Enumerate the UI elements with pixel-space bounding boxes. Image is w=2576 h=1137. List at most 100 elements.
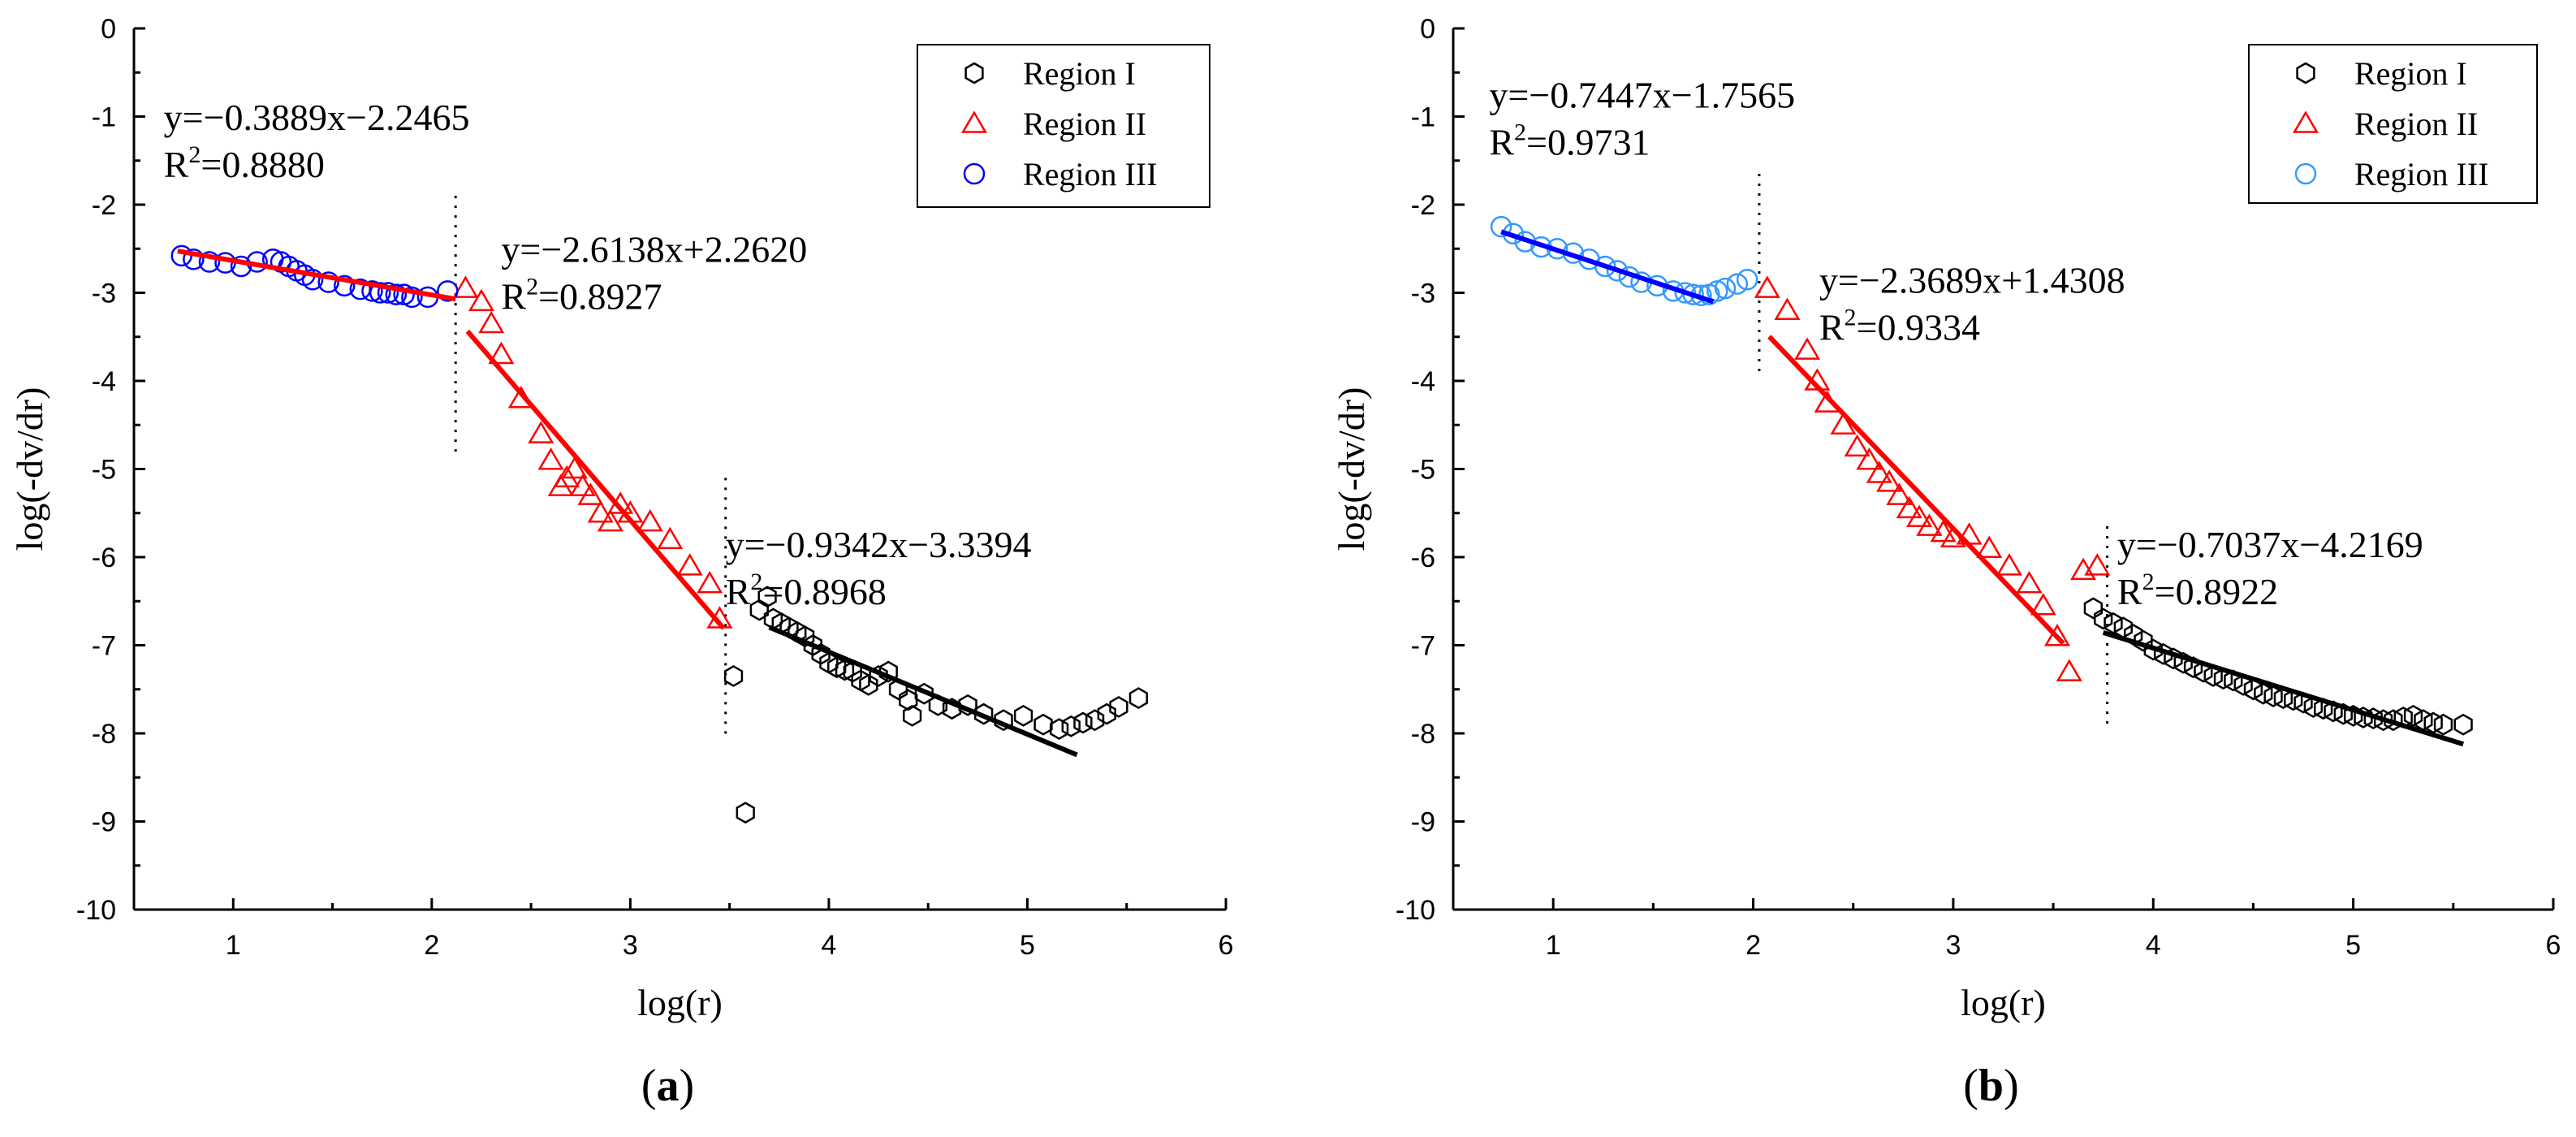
data-point	[2123, 624, 2143, 646]
chart-panel-b: 0 -1 -2 -3 -4 -5 -6 -7 -8 -9 -10 1 2 3 4 5 6 log(r) log(-d…	[1331, 14, 2561, 1111]
series-region-ii	[1754, 275, 2111, 681]
series-region-ii	[452, 275, 733, 629]
data-point	[2056, 659, 2082, 681]
legend: Region I Region II Region III	[917, 44, 1210, 208]
data-point	[1916, 513, 1943, 536]
y-tick-label: -6	[92, 543, 116, 573]
data-point	[2433, 713, 2453, 736]
x-tick-label: 4	[2146, 930, 2161, 961]
data-point	[1490, 215, 1512, 238]
y-tick-label: -8	[92, 719, 116, 750]
fit-line	[177, 249, 456, 302]
legend-marker	[2296, 62, 2315, 84]
x-tick-label: 6	[2546, 930, 2561, 961]
legend-label: Region I	[1023, 55, 1136, 92]
r-squared-value: 0.8927	[559, 276, 662, 318]
data-point	[1085, 709, 1105, 732]
data-point	[401, 286, 423, 309]
fit-equation: y=−0.7447x−1.7565	[1489, 75, 1795, 116]
data-point	[2104, 612, 2123, 634]
y-tick-label: 0	[1420, 14, 1435, 45]
data-point	[1061, 715, 1081, 737]
data-point	[994, 709, 1013, 732]
data-point	[569, 473, 596, 497]
fit-equation: y=−2.3689x+1.4308	[1819, 260, 2125, 301]
fit-equation: y=−0.7037x−4.2169	[2117, 524, 2423, 565]
legend-marker	[2292, 110, 2319, 133]
data-point	[369, 282, 391, 304]
legend-label: Region II	[2354, 106, 2478, 142]
data-point	[902, 704, 922, 727]
series-region-iii	[1490, 215, 1758, 307]
data-point	[1013, 704, 1033, 727]
r-squared-label: R2=0.9731	[1489, 119, 1650, 163]
data-point	[2453, 713, 2473, 736]
data-point	[2254, 682, 2273, 705]
data-point	[697, 570, 723, 594]
data-point	[1856, 447, 1883, 470]
y-axis-title: log(-dv/dr)	[9, 387, 50, 551]
data-point	[301, 268, 324, 291]
data-point	[1905, 504, 1933, 527]
y-tick-label: -8	[1411, 719, 1435, 750]
data-point	[1736, 268, 1758, 291]
legend-label: Region I	[2354, 55, 2467, 92]
r-squared-label: R2=0.8968	[726, 568, 887, 612]
series-region-i	[2083, 597, 2473, 736]
data-point	[2083, 597, 2104, 620]
fit-equation: y=−0.3889x−2.2465	[164, 97, 470, 138]
data-point	[1866, 460, 1892, 483]
data-point	[1073, 711, 1093, 734]
x-tick-label: 3	[623, 930, 638, 961]
data-point	[1930, 519, 1957, 543]
data-point	[587, 500, 614, 523]
data-point	[2134, 629, 2153, 652]
data-point	[2414, 709, 2433, 732]
x-axis-title: log(r)	[637, 982, 723, 1023]
legend: Region I Region II Region III	[2248, 44, 2538, 204]
data-point	[437, 280, 459, 302]
series-region-iii	[170, 244, 459, 309]
data-point	[2094, 607, 2113, 630]
data-point	[577, 482, 604, 505]
x-tick-label: 1	[1546, 930, 1561, 961]
data-point	[1033, 713, 1053, 736]
y-tick-label: -4	[92, 366, 116, 397]
x-tick-label: 5	[1020, 930, 1035, 961]
x-tick-label: 2	[424, 930, 439, 961]
y-tick-label: -9	[92, 807, 116, 838]
data-point	[878, 660, 898, 683]
data-point	[597, 508, 624, 532]
data-point	[2263, 685, 2283, 707]
y-tick-label: -9	[1411, 807, 1435, 838]
r-squared-value: 0.8922	[2176, 571, 2279, 612]
r-squared-label: R2=0.8922	[2117, 568, 2278, 612]
x-tick-label: 2	[1745, 930, 1761, 961]
fit-line	[1500, 229, 1715, 305]
y-tick-label: -10	[76, 895, 116, 926]
y-tick-label: -1	[1411, 102, 1435, 133]
y-tick-label: -5	[92, 455, 116, 486]
panel-letter: b	[1978, 1061, 2004, 1111]
data-point	[170, 244, 192, 267]
x-tick-label: 5	[2345, 930, 2361, 961]
data-point	[333, 275, 356, 297]
data-point	[636, 508, 663, 532]
data-point	[2043, 623, 2071, 646]
data-point	[537, 447, 564, 470]
legend-marker	[960, 110, 988, 133]
data-point	[974, 703, 994, 725]
data-point	[2403, 704, 2423, 727]
data-point	[1876, 469, 1903, 492]
y-tick-label: -10	[1396, 895, 1435, 926]
data-point	[1830, 412, 1857, 435]
data-point	[736, 802, 755, 824]
chart-panel-a: 0 -1 -2 -3 -4 -5 -6 -7 -8 -9 -10 1 2 3 4 5 6 log(r) log(-d…	[9, 14, 1233, 1111]
fit-line	[2102, 629, 2465, 747]
data-point	[377, 282, 399, 304]
data-point	[1109, 696, 1128, 718]
data-point	[385, 283, 408, 305]
data-point	[452, 275, 479, 298]
data-point	[2016, 570, 2043, 594]
fit-equation: y=−2.6138x+2.2620	[501, 229, 807, 270]
